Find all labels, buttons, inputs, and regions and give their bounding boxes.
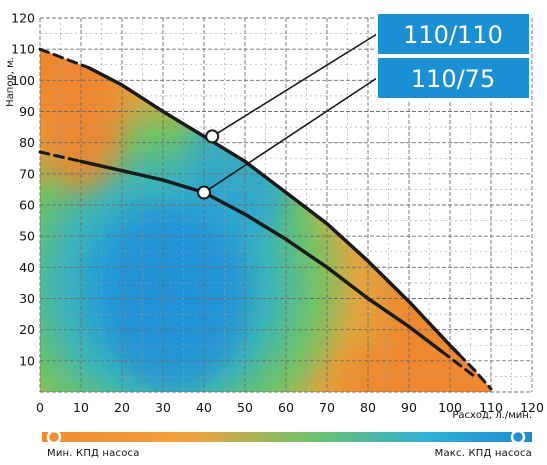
x-tick-label: 70: [319, 400, 335, 415]
curve-110-75-dashed-end: [440, 350, 477, 378]
callout-box-110-75: [376, 56, 531, 100]
y-axis-ticks: 10 20 30 40 50 60 70 80 90 100 110 120: [11, 11, 35, 369]
x-tick-label: 100: [438, 400, 462, 415]
legend-gradient-bar: [42, 432, 532, 442]
y-tick-label: 50: [19, 229, 35, 244]
legend-min-marker: [46, 429, 62, 445]
y-tick-label: 100: [11, 73, 35, 88]
curve-marker-1: [197, 185, 211, 200]
y-tick-label: 30: [19, 291, 35, 306]
y-axis-title: Напор, м.: [5, 57, 16, 107]
y-tick-label: 120: [11, 11, 35, 26]
y-tick-label: 80: [19, 135, 35, 150]
legend-max-label: Макс. КПД насоса: [434, 448, 532, 459]
curve-110-75: [79, 159, 444, 354]
curve-110-110-dashed-start: [38, 47, 91, 70]
callout-leader-0: [211, 33, 378, 138]
callout-label-110-75: 110/75: [411, 65, 495, 93]
x-tick-label: 40: [196, 400, 212, 415]
x-tick-label: 20: [114, 400, 130, 415]
x-tick-label: 30: [155, 400, 171, 415]
callouts: [197, 33, 378, 200]
curve-110-75-dashed-start: [38, 150, 83, 163]
callout-box-110-110: [376, 12, 531, 56]
callout-leader-1: [203, 77, 378, 194]
y-tick-label: 90: [19, 104, 35, 119]
x-tick-label: 10: [73, 400, 89, 415]
x-axis-ticks: 0 10 20 30 40 50 60 70 80 90 100 110 120: [36, 400, 544, 415]
legend-max-marker: [510, 429, 526, 445]
curves: [38, 47, 493, 391]
x-tick-label: 110: [479, 400, 503, 415]
x-tick-label: 90: [401, 400, 417, 415]
curve-marker-0: [205, 129, 220, 144]
y-tick-label: 40: [19, 260, 35, 275]
x-tick-label: 0: [36, 400, 44, 415]
x-axis-title: Расход, л./мин.: [452, 410, 532, 421]
y-tick-label: 70: [19, 166, 35, 181]
x-tick-label: 50: [237, 400, 253, 415]
y-tick-label: 20: [19, 322, 35, 337]
y-tick-label: 10: [19, 353, 35, 368]
x-tick-label: 60: [278, 400, 294, 415]
curve-110-110-dashed-end: [456, 352, 493, 391]
curve-110-110: [87, 66, 460, 356]
x-tick-label: 80: [360, 400, 376, 415]
x-tick-label: 120: [520, 400, 544, 415]
legend-min-label: Мин. КПД насоса: [47, 448, 140, 459]
callout-label-110-110: 110/110: [403, 21, 503, 49]
y-tick-label: 110: [11, 42, 35, 57]
y-tick-label: 60: [19, 198, 35, 213]
